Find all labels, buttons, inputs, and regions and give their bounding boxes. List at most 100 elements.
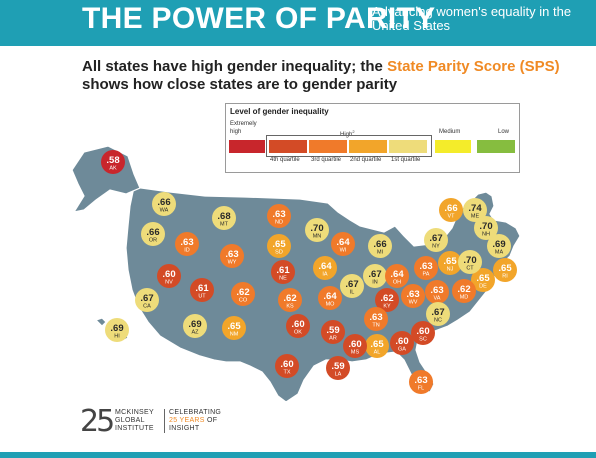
state-abbr-label: VT bbox=[447, 214, 455, 220]
state-abbr-label: MD bbox=[460, 295, 469, 301]
state-bubble-circle bbox=[375, 288, 399, 312]
state-value-label: .63 bbox=[369, 312, 382, 323]
headline-accent: State Parity Score (SPS) bbox=[387, 58, 560, 75]
state-bubble-circle bbox=[471, 268, 495, 292]
legend-swatch-q4 bbox=[269, 140, 307, 153]
state-bubble-circle bbox=[313, 256, 337, 280]
state-abbr-label: LA bbox=[335, 372, 342, 378]
state-abbr-label: GA bbox=[398, 347, 406, 353]
state-abbr-label: NC bbox=[434, 318, 442, 324]
legend-label-extremely: Extremely bbox=[230, 121, 257, 127]
legend-swatch-q3 bbox=[309, 140, 347, 153]
state-bubble-circle bbox=[365, 334, 389, 358]
legend-swatch-extremely-high bbox=[229, 140, 265, 153]
state-value-label: .69 bbox=[188, 319, 201, 330]
legend-label-low: Low bbox=[498, 129, 510, 135]
state-value-label: .64 bbox=[390, 269, 404, 280]
state-value-label: .62 bbox=[283, 293, 296, 304]
state-abbr-label: VA bbox=[434, 296, 441, 302]
state-abbr-label: NJ bbox=[447, 267, 454, 273]
org-name: MCKINSEY GLOBAL INSTITUTE bbox=[115, 409, 154, 432]
legend-title: Level of gender inequality bbox=[230, 107, 329, 116]
state-value-label: .68 bbox=[217, 211, 230, 222]
state-bubble-circle bbox=[331, 232, 355, 256]
state-bubble-circle bbox=[458, 250, 482, 274]
state-value-label: .63 bbox=[272, 209, 285, 220]
anniversary-tagline: CELEBRATING 25 YEARS OF INSIGHT bbox=[164, 409, 221, 433]
state-abbr-label: IA bbox=[322, 272, 328, 278]
state-bubble-circle bbox=[340, 274, 364, 298]
state-abbr-label: MS bbox=[351, 350, 360, 356]
state-value-label: .69 bbox=[110, 323, 123, 334]
state-bubble-circle bbox=[271, 260, 295, 284]
state-abbr-label: TX bbox=[283, 370, 290, 376]
legend-quartile-4: 4th quartile bbox=[270, 157, 300, 163]
state-value-label: .65 bbox=[370, 339, 384, 350]
state-abbr-label: AK bbox=[109, 166, 117, 172]
state-value-label: .65 bbox=[227, 321, 241, 332]
state-value-label: .64 bbox=[318, 261, 332, 272]
banner-title: THE POWER OF PARITY bbox=[82, 2, 436, 35]
state-bubble-circle bbox=[321, 320, 345, 344]
state-bubble-circle bbox=[141, 222, 165, 246]
state-abbr-label: KS bbox=[286, 304, 294, 310]
state-abbr-label: NM bbox=[230, 332, 239, 338]
legend-swatch-medium bbox=[435, 140, 471, 153]
state-abbr-label: MO bbox=[326, 302, 336, 308]
state-value-label: .67 bbox=[140, 293, 153, 304]
state-bubble-circle bbox=[157, 264, 181, 288]
state-bubble-circle bbox=[401, 284, 425, 308]
state-abbr-label: WA bbox=[160, 208, 169, 214]
state-value-label: .59 bbox=[331, 361, 344, 372]
state-value-label: .66 bbox=[157, 197, 170, 208]
legend-high-frame bbox=[266, 135, 432, 157]
state-abbr-label: KY bbox=[383, 304, 391, 310]
state-value-label: .60 bbox=[416, 326, 429, 337]
state-value-label: .65 bbox=[443, 256, 457, 267]
state-bubble-circle bbox=[411, 321, 435, 345]
legend-label-medium: Medium bbox=[439, 129, 461, 135]
state-abbr-label: AZ bbox=[191, 330, 199, 336]
state-value-label: .60 bbox=[395, 336, 408, 347]
state-value-label: .63 bbox=[419, 261, 432, 272]
state-abbr-label: MA bbox=[495, 250, 504, 256]
headline-part2: shows how close states are to gender par… bbox=[82, 76, 398, 93]
state-value-label: .60 bbox=[162, 269, 175, 280]
banner-subtitle: Advancing women's equality in the United… bbox=[372, 4, 572, 33]
state-value-label: .69 bbox=[492, 239, 505, 250]
state-abbr-label: ID bbox=[184, 248, 190, 254]
state-bubble-circle bbox=[231, 282, 255, 306]
state-value-label: .67 bbox=[345, 279, 358, 290]
state-value-label: .70 bbox=[463, 255, 476, 266]
state-bubble-circle bbox=[452, 279, 476, 303]
state-value-label: .61 bbox=[195, 283, 209, 294]
state-abbr-label: NH bbox=[482, 232, 490, 238]
state-value-label: .64 bbox=[323, 291, 337, 302]
state-value-label: .58 bbox=[106, 155, 119, 166]
state-abbr-label: HI bbox=[114, 334, 120, 340]
state-value-label: .67 bbox=[429, 233, 442, 244]
legend-swatch-q2 bbox=[349, 140, 387, 153]
state-abbr-label: WI bbox=[340, 248, 347, 254]
state-value-label: .70 bbox=[310, 223, 323, 234]
state-bubble-circle bbox=[212, 206, 236, 230]
